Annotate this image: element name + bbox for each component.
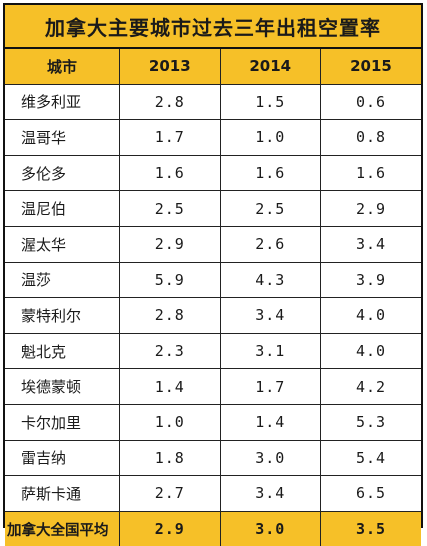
value-2013: 1.8 xyxy=(119,439,221,477)
table-title: 加拿大主要城市过去三年出租空置率 xyxy=(5,5,421,49)
value-2015: 4.0 xyxy=(319,332,421,370)
city-cell: 埃德蒙顿 xyxy=(5,368,121,405)
header-city: 城市 xyxy=(5,49,121,85)
table-row: 魁北克 2.3 3.1 4.0 xyxy=(5,332,421,370)
value-2014: 3.4 xyxy=(219,475,321,512)
value-2014: 1.7 xyxy=(219,368,321,405)
header-2014: 2014 xyxy=(219,49,321,85)
table-row: 温尼伯 2.5 2.5 2.9 xyxy=(5,190,421,227)
value-2014: 1.0 xyxy=(219,119,321,156)
table-row: 萨斯卡通 2.7 3.4 6.5 xyxy=(5,475,421,512)
header-row: 城市 2013 2014 2015 xyxy=(5,49,421,85)
value-2013: 1.0 xyxy=(119,403,221,441)
table-row: 温哥华 1.7 1.0 0.8 xyxy=(5,119,421,156)
value-2013: 1.6 xyxy=(119,154,221,192)
value-2014: 3.0 xyxy=(219,439,321,477)
city-cell: 萨斯卡通 xyxy=(5,475,121,512)
value-2015: 3.9 xyxy=(319,261,421,299)
value-2014: 2.6 xyxy=(219,225,321,263)
city-cell: 卡尔加里 xyxy=(5,403,121,441)
header-2015: 2015 xyxy=(319,49,421,85)
value-2014: 3.4 xyxy=(219,297,321,334)
value-2015: 1.6 xyxy=(319,154,421,192)
city-cell: 多伦多 xyxy=(5,154,121,192)
city-cell: 雷吉纳 xyxy=(5,439,121,477)
value-2013: 1.7 xyxy=(119,119,221,156)
value-2014: 1.6 xyxy=(219,154,321,192)
city-cell: 温莎 xyxy=(5,261,121,299)
value-2013: 2.8 xyxy=(119,297,221,334)
city-cell: 温尼伯 xyxy=(5,190,121,227)
value-2015: 6.5 xyxy=(319,475,421,512)
national-average-row: 加拿大全国平均 2.9 3.0 3.5 xyxy=(5,510,421,546)
value-2015: 3.4 xyxy=(319,225,421,263)
table-row: 维多利亚 2.8 1.5 0.6 xyxy=(5,83,421,121)
table-row: 温莎 5.9 4.3 3.9 xyxy=(5,261,421,299)
city-cell: 蒙特利尔 xyxy=(5,297,121,334)
value-2013: 2.3 xyxy=(119,332,221,370)
value-2015: 5.3 xyxy=(319,403,421,441)
vacancy-table-card: 加拿大主要城市过去三年出租空置率 城市 2013 2014 2015 维多利亚 2… xyxy=(3,3,423,546)
value-2013: 5.9 xyxy=(119,261,221,299)
value-2015: 5.4 xyxy=(319,439,421,477)
table-row: 渥太华 2.9 2.6 3.4 xyxy=(5,225,421,263)
value-2014: 2.5 xyxy=(219,190,321,227)
value-2015: 4.0 xyxy=(319,297,421,334)
value-2014: 3.1 xyxy=(219,332,321,370)
city-cell: 渥太华 xyxy=(5,225,121,263)
table-row: 蒙特利尔 2.8 3.4 4.0 xyxy=(5,297,421,334)
value-2015: 0.8 xyxy=(319,119,421,156)
value-2013: 2.5 xyxy=(119,190,221,227)
value-2014: 4.3 xyxy=(219,261,321,299)
value-2014: 1.5 xyxy=(219,83,321,121)
table-row: 雷吉纳 1.8 3.0 5.4 xyxy=(5,439,421,477)
value-2013: 2.9 xyxy=(119,225,221,263)
city-cell: 魁北克 xyxy=(5,332,121,370)
value-2013: 1.4 xyxy=(119,368,221,405)
value-2014: 1.4 xyxy=(219,403,321,441)
value-2013: 2.8 xyxy=(119,83,221,121)
table-row: 多伦多 1.6 1.6 1.6 xyxy=(5,154,421,192)
value-2013: 2.7 xyxy=(119,475,221,512)
value-2015: 0.6 xyxy=(319,83,421,121)
average-label: 加拿大全国平均 xyxy=(5,510,121,546)
average-2014: 3.0 xyxy=(219,510,321,546)
average-2013: 2.9 xyxy=(119,510,221,546)
city-cell: 温哥华 xyxy=(5,119,121,156)
average-2015: 3.5 xyxy=(319,510,421,546)
vacancy-rate-table: 城市 2013 2014 2015 维多利亚 2.8 1.5 0.6 温哥华 1.7 1.0… xyxy=(5,49,421,546)
value-2015: 2.9 xyxy=(319,190,421,227)
table-row: 卡尔加里 1.0 1.4 5.3 xyxy=(5,403,421,441)
value-2015: 4.2 xyxy=(319,368,421,405)
city-cell: 维多利亚 xyxy=(5,83,121,121)
table-row: 埃德蒙顿 1.4 1.7 4.2 xyxy=(5,368,421,405)
header-2013: 2013 xyxy=(119,49,221,85)
